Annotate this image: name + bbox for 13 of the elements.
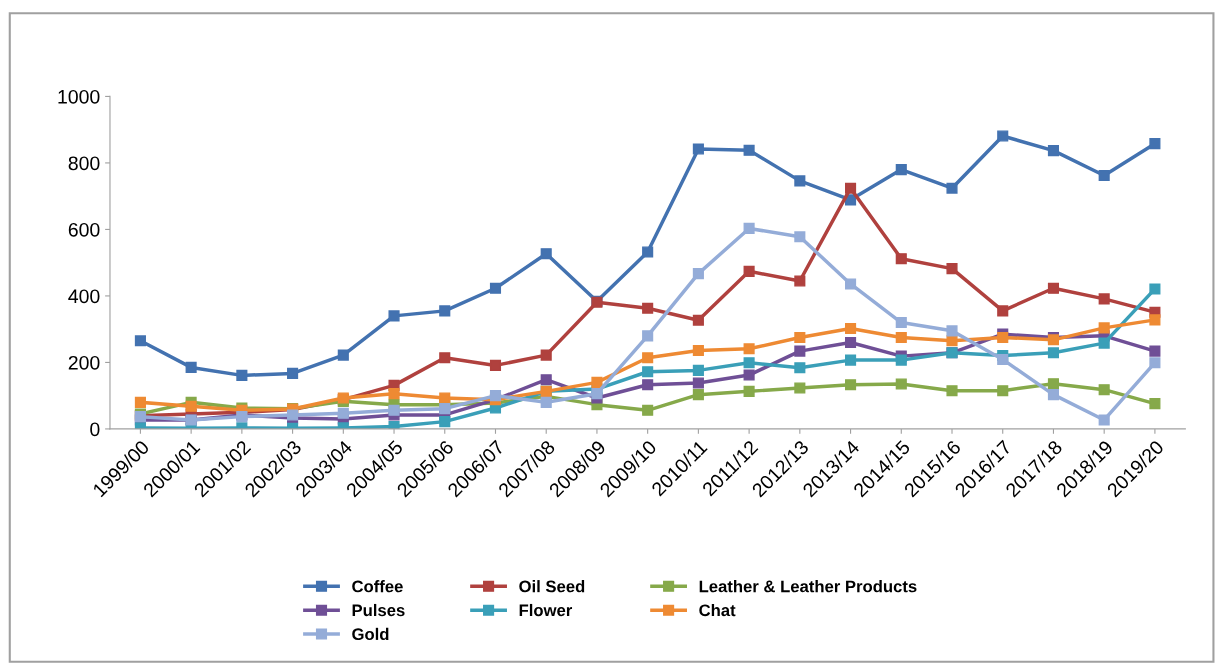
y-tick-label: 600: [68, 222, 100, 237]
legend-label: Coffee: [352, 580, 403, 593]
legend-label: Chat: [699, 603, 736, 617]
legend-label: Leather & Leather Products: [699, 580, 917, 593]
y-tick-label: 0: [90, 422, 100, 437]
legend-label: Pulses: [352, 603, 405, 617]
y-tick-label: 200: [68, 355, 100, 370]
y-tick-label: 400: [68, 289, 100, 304]
legend-label: Oil Seed: [519, 580, 585, 593]
legend-label: Flower: [519, 603, 573, 617]
legend-label: Gold: [352, 627, 389, 641]
y-tick-label: 1000: [58, 89, 100, 104]
y-tick-label: 800: [68, 156, 100, 171]
